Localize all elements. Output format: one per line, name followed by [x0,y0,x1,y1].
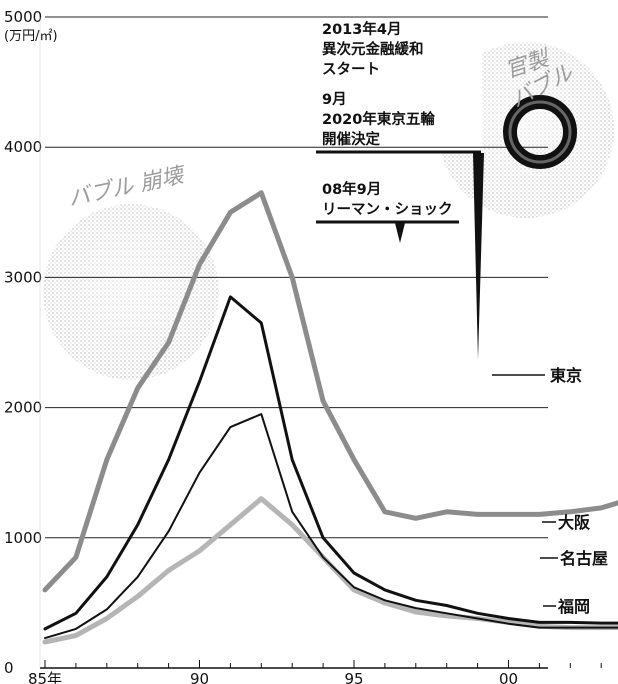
abenomics-line-2: 異次元金融緩和 [322,40,424,58]
series-line-2 [44,413,618,640]
x-tick-label-1985: 85年 [28,670,62,684]
series-label-fukuoka: 福岡 [557,597,590,616]
grid-lines [45,16,548,539]
olympics-annotation: 9月 2020年東京五輪 開催決定 [316,91,484,360]
bubble-burst-circle [43,204,219,380]
series-line-0 [42,190,618,593]
series-line-3 [42,496,618,645]
series-line-1 [43,295,618,631]
x-tick-label-1990: 90 [190,670,209,684]
y-tick-label-0: 0 [4,659,14,677]
donut-marker [503,95,577,169]
x-tick-label-2000: 00 [499,670,518,684]
series-label-tokyo: 東京 [550,366,582,385]
y-tick-label-3000: 3000 [4,268,42,286]
abenomics-line-3: スタート [322,61,380,78]
series-lines [42,190,618,645]
x-tick-label-1995: 95 [344,670,363,684]
abenomics-line-1: 2013年4月 [322,20,401,38]
abenomics-annotation: 2013年4月 異次元金融緩和 スタート [322,20,424,78]
y-tick-label-2000: 2000 [4,399,42,417]
axes: 01000200030004000500085年909500051015 [4,8,602,684]
y-tick-label-5000: 5000 [4,8,42,26]
series-label-osaka: 大阪 [558,513,591,532]
y-tick-label-1000: 1000 [4,529,42,547]
unit-label: (万円/㎡) [4,29,58,44]
series-label-nagoya: 名古屋 [560,549,608,568]
y-tick-label-4000: 4000 [4,138,42,156]
lehman-line-1: 08年9月 [322,180,381,198]
annotation-box [312,14,482,151]
lehman-annotation: 08年9月 リーマン・ショック [316,180,459,243]
olympics-line-1: 9月 [322,91,347,108]
olympics-line-2: 2020年東京五輪 [322,110,435,128]
olympics-line-3: 開催決定 [322,130,380,148]
lehman-line-2: リーマン・ショック [322,201,453,218]
series-labels: 東京 大阪 名古屋 福岡 [492,366,608,616]
